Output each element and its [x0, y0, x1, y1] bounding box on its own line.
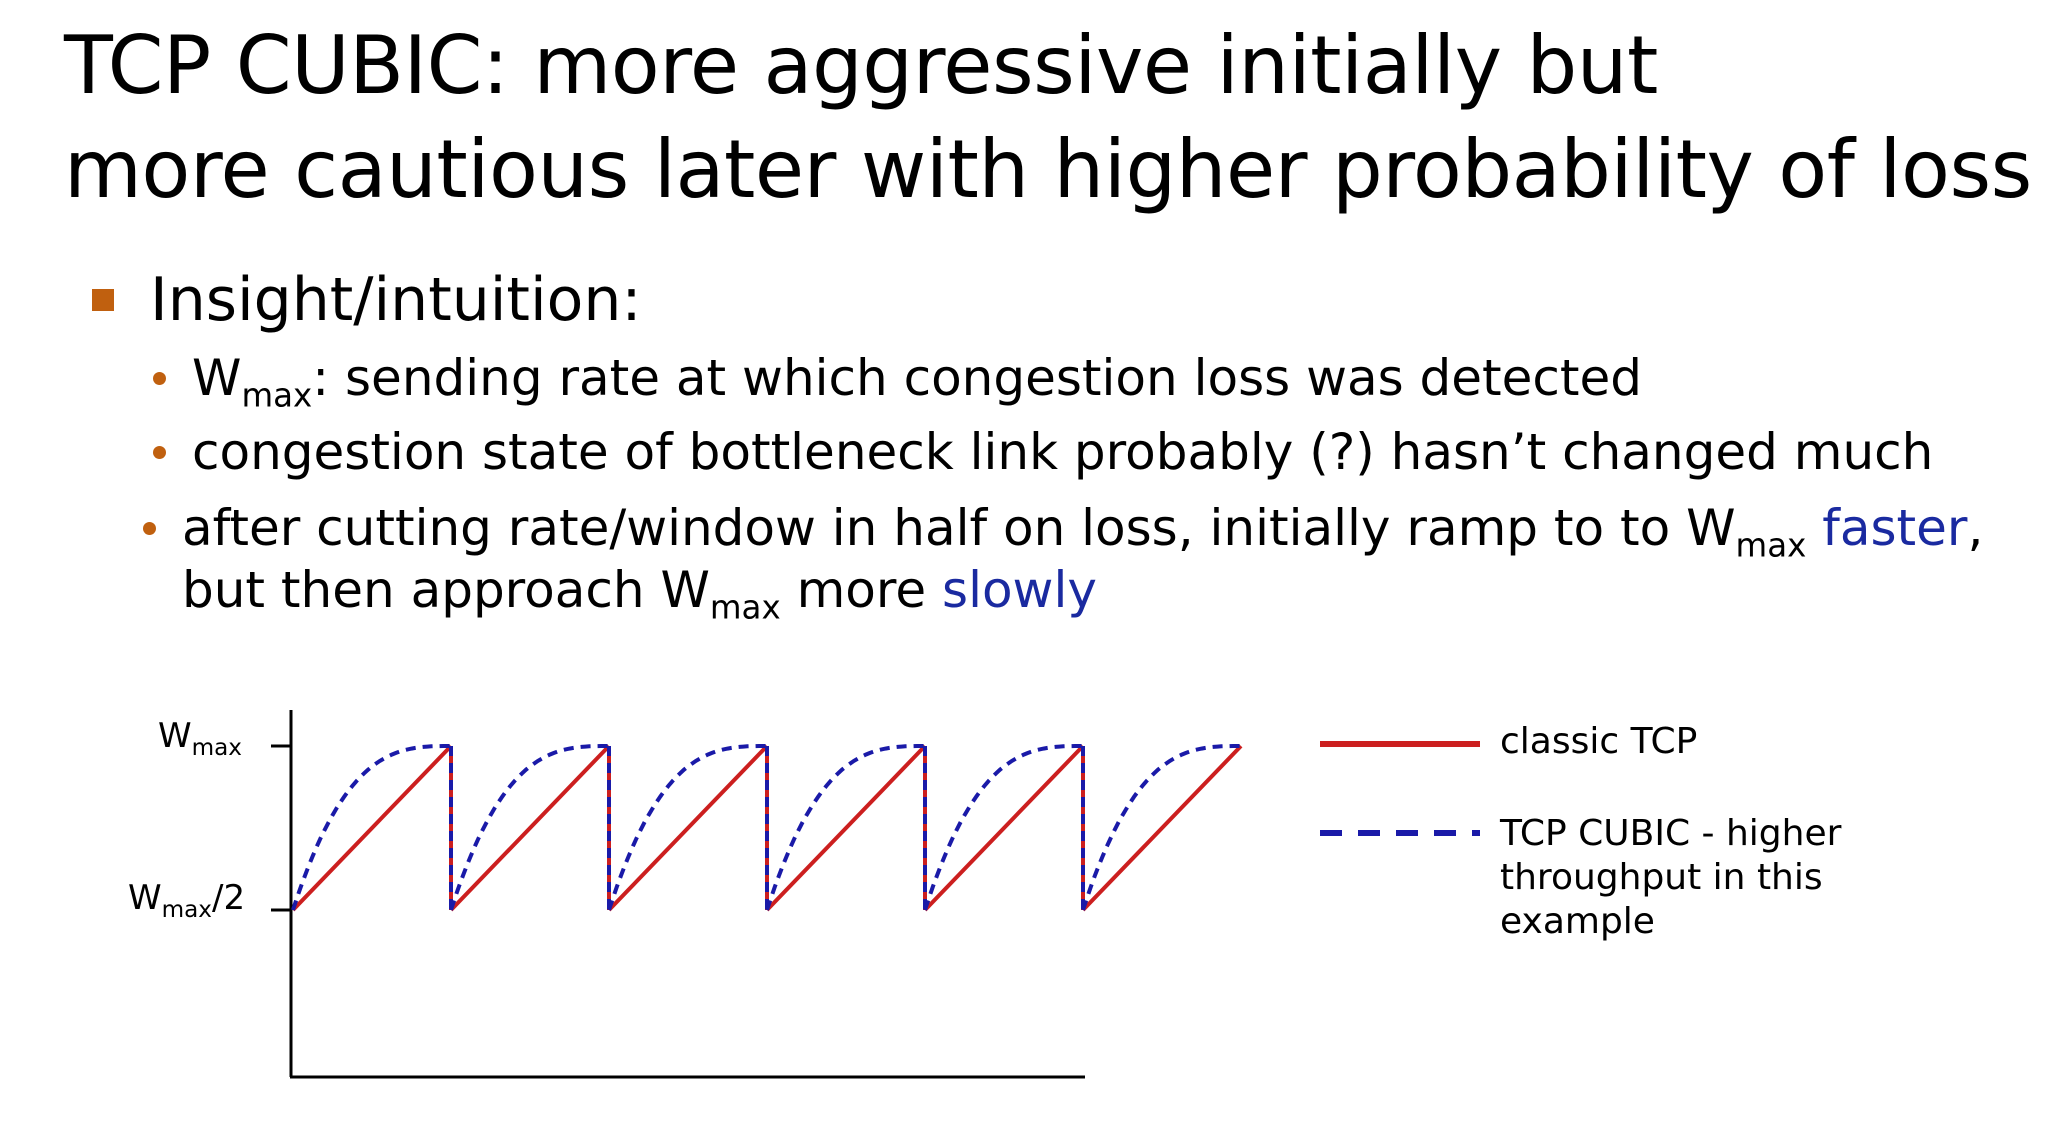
- comma-text: ,: [1967, 499, 1984, 557]
- legend-label-cubic: TCP CUBIC - higher throughput in this ex…: [1500, 813, 1842, 942]
- after-cutting-text: after cutting rate/window in half on los…: [182, 499, 1736, 557]
- dot-bullet-icon: [143, 522, 156, 535]
- classic-ramp: [607, 744, 769, 912]
- wmax-sub-2: max: [709, 588, 781, 627]
- ytick-label-wmax: Wmax: [158, 716, 242, 762]
- dot-bullet-icon: [153, 372, 166, 385]
- slide-title: TCP CUBIC: more aggressive initially but…: [64, 14, 2032, 222]
- cubic-ramp: [291, 744, 451, 911]
- legend-label-classic: classic TCP: [1500, 721, 1698, 762]
- congestion-text: congestion state of bottleneck link prob…: [192, 423, 1934, 481]
- cubic-ramp: [765, 744, 925, 911]
- wmax-sub-1: max: [1735, 526, 1807, 565]
- classic-ramp: [765, 744, 927, 912]
- slowly-text: slowly: [942, 561, 1097, 619]
- wmax-sub: max: [241, 376, 313, 415]
- square-bullet-icon: [92, 289, 114, 311]
- classic-ramp: [923, 744, 1085, 912]
- wmax-var: W: [192, 349, 242, 407]
- approach-text: but then approach W: [182, 561, 710, 619]
- cubic-ramp: [923, 744, 1083, 911]
- cubic-ramp: [449, 744, 609, 911]
- wmax-def: : sending rate at which congestion loss …: [312, 349, 1643, 407]
- classic-ramp: [449, 744, 611, 912]
- ytick-label-wmax-half: Wmax/2: [128, 878, 246, 924]
- classic-ramp: [291, 744, 453, 912]
- classic-ramp: [1081, 744, 1243, 912]
- dot-bullet-icon: [153, 446, 166, 459]
- faster-text: faster: [1806, 499, 1968, 557]
- title-line-1: TCP CUBIC: more aggressive initially but: [64, 19, 1658, 112]
- title-line-2: more cautious later with higher probabil…: [64, 123, 2032, 216]
- heading-text: Insight/intuition:: [150, 265, 642, 335]
- cubic-ramp: [1081, 744, 1241, 911]
- more-text: more: [780, 561, 943, 619]
- cubic-ramp: [607, 744, 767, 911]
